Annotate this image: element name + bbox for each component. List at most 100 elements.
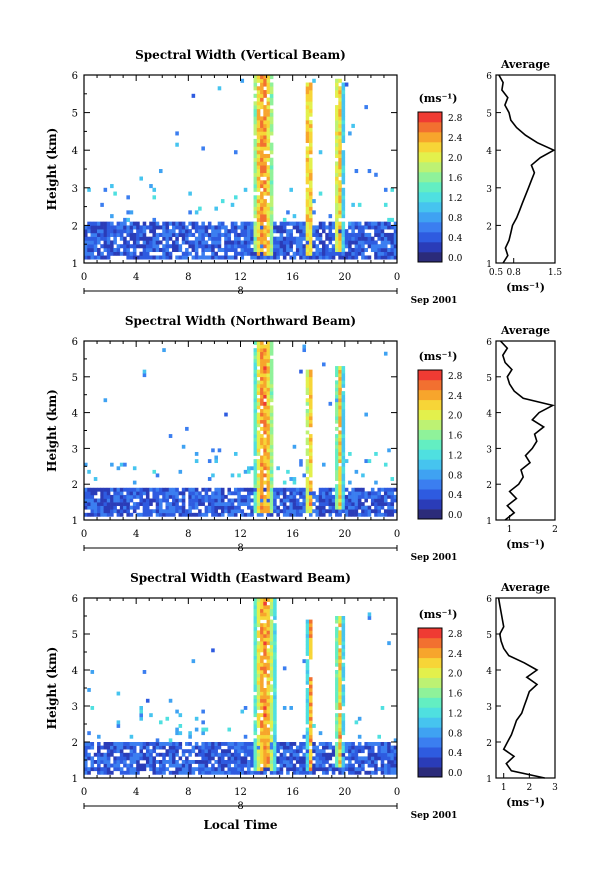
heatmap-cell (243, 225, 248, 230)
heatmap-cell (123, 225, 127, 230)
heatmap-cell (269, 727, 274, 732)
heatmap-cell (263, 648, 267, 653)
heatmap-cell (308, 448, 313, 453)
heatmap-cell (256, 138, 261, 143)
heatmap-cell (250, 749, 254, 754)
heatmap-cell (155, 505, 160, 510)
heatmap-cell (341, 441, 346, 446)
heatmap-cell (175, 767, 179, 772)
heatmap-cell (266, 626, 271, 631)
heatmap-cell (383, 502, 388, 506)
heatmap-cell (305, 82, 310, 87)
heatmap-cell (260, 487, 264, 492)
heatmap-cell (260, 477, 264, 481)
heatmap-cell (129, 225, 134, 230)
heatmap-cell (263, 716, 267, 721)
heatmap-cell (149, 229, 153, 234)
heatmap-cell (145, 251, 150, 256)
colorbar-tick-label: 1.6 (448, 690, 463, 700)
heatmap-cell (113, 236, 117, 241)
heatmap-cell (260, 123, 264, 128)
heatmap-cell (103, 742, 108, 746)
heatmap-cell (247, 244, 251, 249)
heatmap-cell (201, 229, 205, 234)
heatmap-cell (260, 214, 264, 219)
heatmap-cell (312, 210, 316, 215)
heatmap-cell (253, 756, 258, 761)
heatmap-cell (168, 236, 173, 241)
heatmap-cell (256, 116, 261, 121)
heatmap-cell (357, 251, 362, 256)
heatmap-cell (341, 161, 346, 166)
heatmap-cell (308, 720, 313, 725)
heatmap-cell (269, 724, 274, 728)
heatmap-cell (260, 749, 264, 754)
heatmap-cell (374, 512, 378, 517)
heatmap-cell (155, 473, 160, 478)
heatmap-cell (318, 752, 323, 757)
heatmap-cell (132, 509, 137, 514)
heatmap-cell (393, 509, 398, 514)
heatmap-cell (354, 244, 359, 249)
heatmap-cell (286, 509, 290, 514)
heatmap-cell (237, 502, 241, 506)
heatmap-cell (273, 244, 277, 249)
heatmap-cell (282, 221, 287, 226)
heatmap-cell (338, 184, 342, 189)
heatmap-cell (260, 644, 264, 649)
heatmap-cell (354, 509, 359, 514)
heatmap-cell (390, 255, 395, 260)
heatmap-cell (351, 763, 355, 768)
heatmap-cell (113, 760, 117, 764)
heatmap-cell (260, 101, 264, 106)
heatmap-cell (292, 749, 297, 754)
heatmap-cell (256, 236, 261, 241)
heatmap-cell (364, 221, 368, 226)
heatmap-cell (172, 752, 176, 757)
heatmap-cell (260, 641, 264, 646)
heatmap-cell (318, 763, 323, 768)
heatmap-cell (266, 466, 271, 471)
heatmap-cell (263, 376, 267, 381)
heatmap-cell (335, 409, 339, 413)
heatmap-cell (341, 409, 346, 413)
heatmap-cell (383, 247, 388, 253)
heatmap-cell (335, 695, 339, 700)
heatmap-cell (387, 752, 391, 757)
heatmap-cell (162, 232, 166, 237)
heatmap-cell (106, 491, 111, 496)
heatmap-cell (119, 494, 124, 499)
heatmap-cell (201, 146, 205, 151)
panel-3: Spectral Width (Eastward Beam)123456Heig… (45, 571, 558, 832)
heatmap-cell (263, 644, 267, 649)
heatmap-cell (240, 247, 245, 253)
heatmap-cell (188, 734, 192, 739)
heatmap-cell (106, 749, 111, 754)
heatmap-cell (312, 491, 316, 496)
heatmap-cell (93, 240, 98, 245)
heatmap-cell (338, 412, 342, 417)
heatmap-cell (338, 244, 342, 249)
heatmap-cell (132, 756, 137, 761)
heatmap-cell (106, 763, 111, 768)
heatmap-cell (113, 505, 117, 510)
heatmap-cell (132, 244, 137, 249)
heatmap-cell (253, 630, 258, 635)
heatmap-cell (338, 369, 342, 374)
heatmap-cell (269, 116, 274, 121)
heatmap-cell (116, 487, 121, 492)
heatmap-cell (158, 502, 163, 506)
heatmap-cell (269, 652, 274, 656)
heatmap-cell (155, 742, 160, 746)
colorbar-frame (417, 369, 443, 520)
heatmap-cell (256, 391, 261, 395)
heatmap-cell (260, 509, 264, 514)
heatmap-cell (338, 251, 342, 256)
heatmap-cell (84, 767, 88, 772)
heatmap-cell (308, 505, 313, 510)
heatmap-cell (305, 659, 310, 664)
heatmap-cell (207, 760, 212, 764)
heatmap-cell (318, 742, 323, 746)
heatmap-cell (145, 742, 150, 746)
heatmap-cell (338, 616, 342, 620)
